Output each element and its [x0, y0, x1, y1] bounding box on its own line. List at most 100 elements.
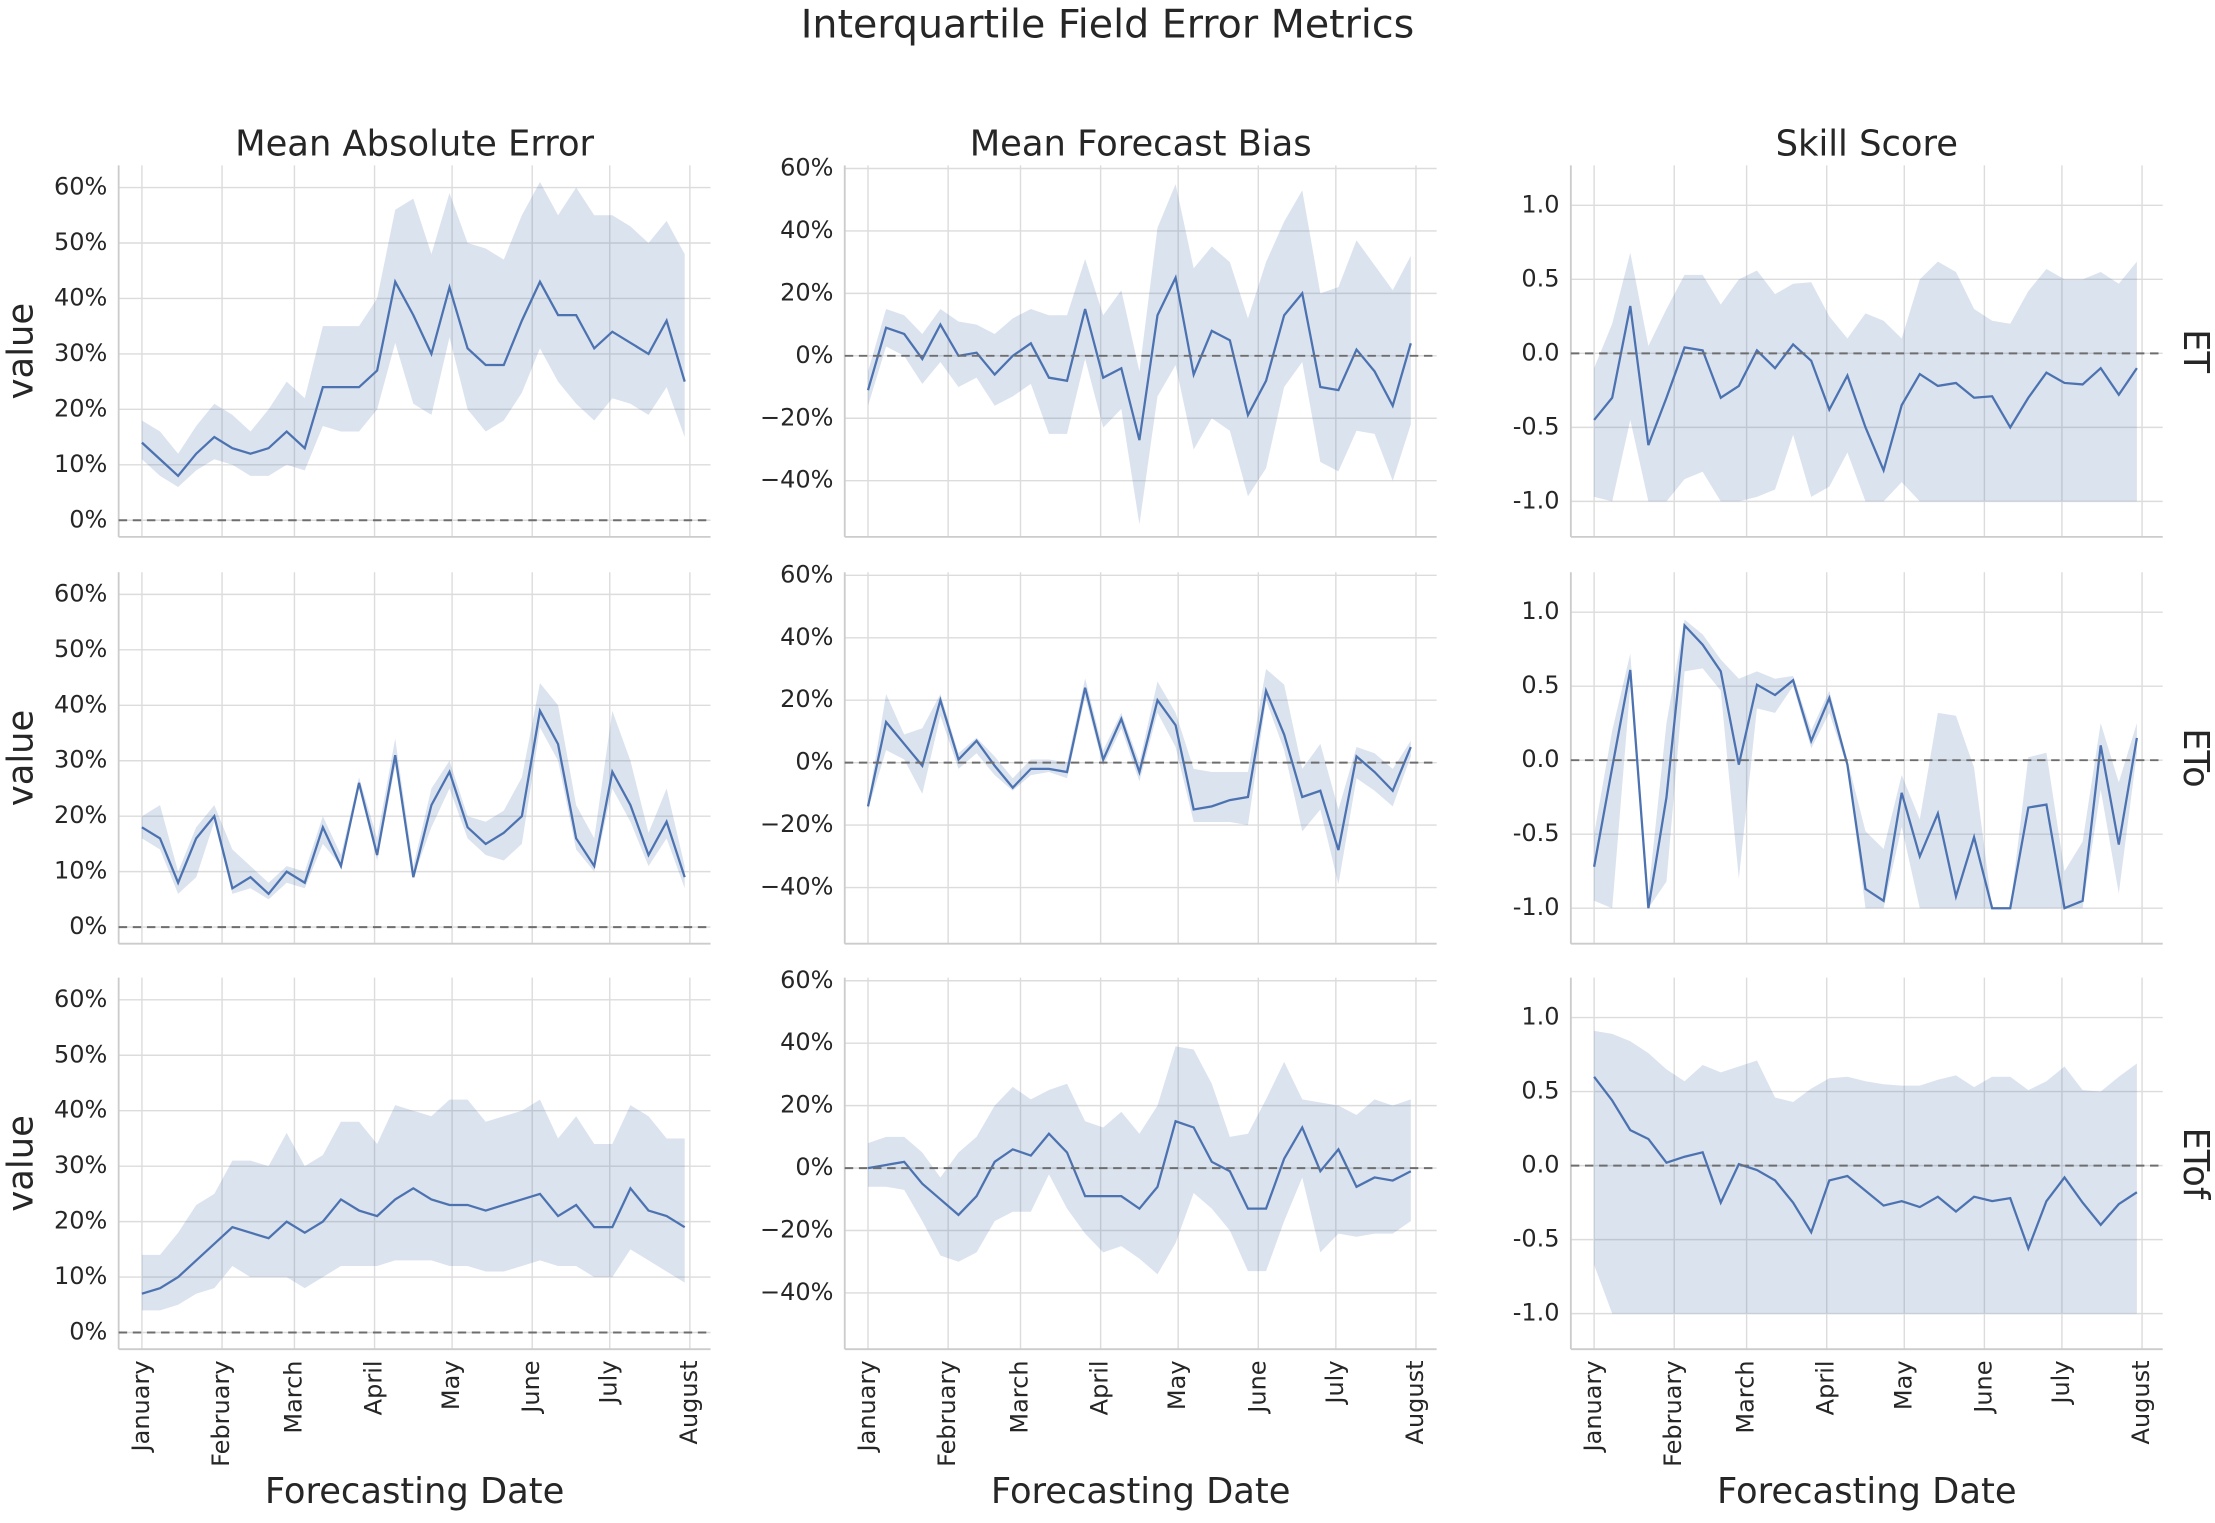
- y-tick-label: 0%: [795, 748, 833, 776]
- column-title: Mean Absolute Error: [235, 124, 594, 165]
- y-tick-label: 0%: [69, 505, 107, 533]
- x-tick-label: June: [1243, 1360, 1271, 1414]
- y-tick-label: 0.5: [1521, 1077, 1559, 1105]
- x-tick-label: August: [675, 1360, 703, 1444]
- y-tick-label: 1.0: [1521, 1003, 1559, 1031]
- x-axis-label: Forecasting Date: [265, 1471, 565, 1512]
- median-line: [1593, 305, 2138, 474]
- y-tick-label: 40%: [780, 623, 833, 651]
- x-tick-label: May: [437, 1360, 465, 1410]
- y-tick-label: 60%: [780, 560, 833, 588]
- y-tick-label: 30%: [54, 339, 107, 367]
- y-tick-label: 10%: [54, 1262, 107, 1290]
- y-tick-label: 20%: [54, 801, 107, 829]
- y-tick-label: 20%: [780, 1091, 833, 1119]
- median-line: [141, 278, 686, 478]
- median-line: [866, 686, 1412, 851]
- y-tick-label: 50%: [54, 228, 107, 256]
- interquartile-band: [868, 668, 1411, 885]
- x-tick-label: June: [1969, 1360, 1997, 1414]
- row-label: ET: [2175, 329, 2215, 373]
- y-tick-label: 0.5: [1521, 264, 1559, 292]
- row-label: ETof: [2175, 1127, 2215, 1200]
- x-tick-label: June: [517, 1360, 545, 1414]
- median-line: [867, 1119, 1412, 1217]
- y-tick-label: 20%: [54, 1207, 107, 1235]
- interquartile-band: [141, 1099, 685, 1311]
- y-tick-label: −20%: [760, 810, 833, 838]
- y-tick-label: -1.0: [1513, 893, 1560, 921]
- interquartile-band: [141, 182, 685, 487]
- row-label: ETo: [2175, 728, 2215, 787]
- x-tick-label: July: [1321, 1360, 1349, 1405]
- y-tick-label: 40%: [54, 283, 107, 311]
- y-tick-label: 50%: [54, 635, 107, 663]
- y-tick-label: 60%: [54, 173, 107, 201]
- y-tick-label: 10%: [54, 450, 107, 478]
- x-tick-label: July: [595, 1360, 623, 1405]
- y-tick-label: −40%: [760, 873, 833, 901]
- y-tick-label: -0.5: [1513, 1225, 1560, 1253]
- interquartile-band: [868, 184, 1411, 525]
- y-tick-label: 40%: [54, 690, 107, 718]
- y-tick-label: 50%: [54, 1040, 107, 1068]
- x-tick-label: May: [1163, 1360, 1191, 1410]
- y-tick-label: 0.0: [1521, 745, 1559, 773]
- interquartile-band: [868, 1046, 1411, 1275]
- y-tick-label: 20%: [780, 278, 833, 306]
- y-tick-label: 20%: [54, 394, 107, 422]
- median-line: [141, 1186, 686, 1295]
- x-tick-label: April: [1812, 1360, 1840, 1415]
- interquartile-band: [141, 683, 685, 900]
- median-line: [141, 707, 686, 896]
- y-tick-label: 0%: [795, 1153, 833, 1181]
- interquartile-band: [1594, 252, 2137, 502]
- x-tick-label: August: [1401, 1360, 1429, 1444]
- x-tick-label: April: [1086, 1360, 1114, 1415]
- x-tick-label: February: [1659, 1360, 1687, 1466]
- x-tick-label: August: [2127, 1360, 2155, 1444]
- y-tick-label: 30%: [54, 1151, 107, 1179]
- y-tick-label: 1.0: [1521, 190, 1559, 218]
- y-tick-label: −20%: [760, 1216, 833, 1244]
- interquartile-band: [1594, 619, 2137, 909]
- y-tick-label: 60%: [54, 985, 107, 1013]
- column-title: Mean Forecast Bias: [970, 124, 1312, 165]
- y-tick-label: -1.0: [1513, 1299, 1560, 1327]
- y-tick-label: -0.5: [1513, 819, 1560, 847]
- y-tick-label: 0.0: [1521, 1151, 1559, 1179]
- figure-title: Interquartile Field Error Metrics: [801, 1, 1415, 47]
- x-tick-label: January: [127, 1360, 155, 1453]
- x-tick-label: July: [2047, 1360, 2075, 1405]
- y-axis-label: value: [1, 1115, 42, 1211]
- y-tick-label: 20%: [780, 685, 833, 713]
- x-tick-label: March: [1006, 1360, 1034, 1433]
- y-tick-label: 60%: [780, 153, 833, 181]
- y-tick-label: -1.0: [1513, 486, 1560, 514]
- y-tick-label: 40%: [54, 1096, 107, 1124]
- y-tick-label: 30%: [54, 746, 107, 774]
- y-tick-label: 0%: [69, 1318, 107, 1346]
- y-tick-label: 40%: [780, 1028, 833, 1056]
- y-tick-label: 40%: [780, 216, 833, 244]
- x-tick-label: February: [207, 1360, 235, 1466]
- y-axis-label: value: [1, 710, 42, 806]
- x-tick-label: January: [853, 1360, 881, 1453]
- y-tick-label: 10%: [54, 857, 107, 885]
- y-axis-label: value: [1, 303, 42, 399]
- x-axis-label: Forecasting Date: [991, 1471, 1291, 1512]
- y-tick-label: 1.0: [1521, 597, 1559, 625]
- x-tick-label: April: [360, 1360, 388, 1415]
- y-tick-label: 0%: [795, 341, 833, 369]
- y-tick-label: 0.0: [1521, 338, 1559, 366]
- y-tick-label: −40%: [760, 466, 833, 494]
- interquartile-band: [1594, 1030, 2137, 1314]
- y-tick-label: 60%: [54, 579, 107, 607]
- x-tick-label: March: [1732, 1360, 1760, 1433]
- y-tick-label: −40%: [760, 1278, 833, 1306]
- y-tick-label: 0.5: [1521, 671, 1559, 699]
- median-line: [1593, 1076, 2138, 1252]
- x-tick-label: March: [279, 1360, 307, 1433]
- column-title: Skill Score: [1776, 124, 1958, 165]
